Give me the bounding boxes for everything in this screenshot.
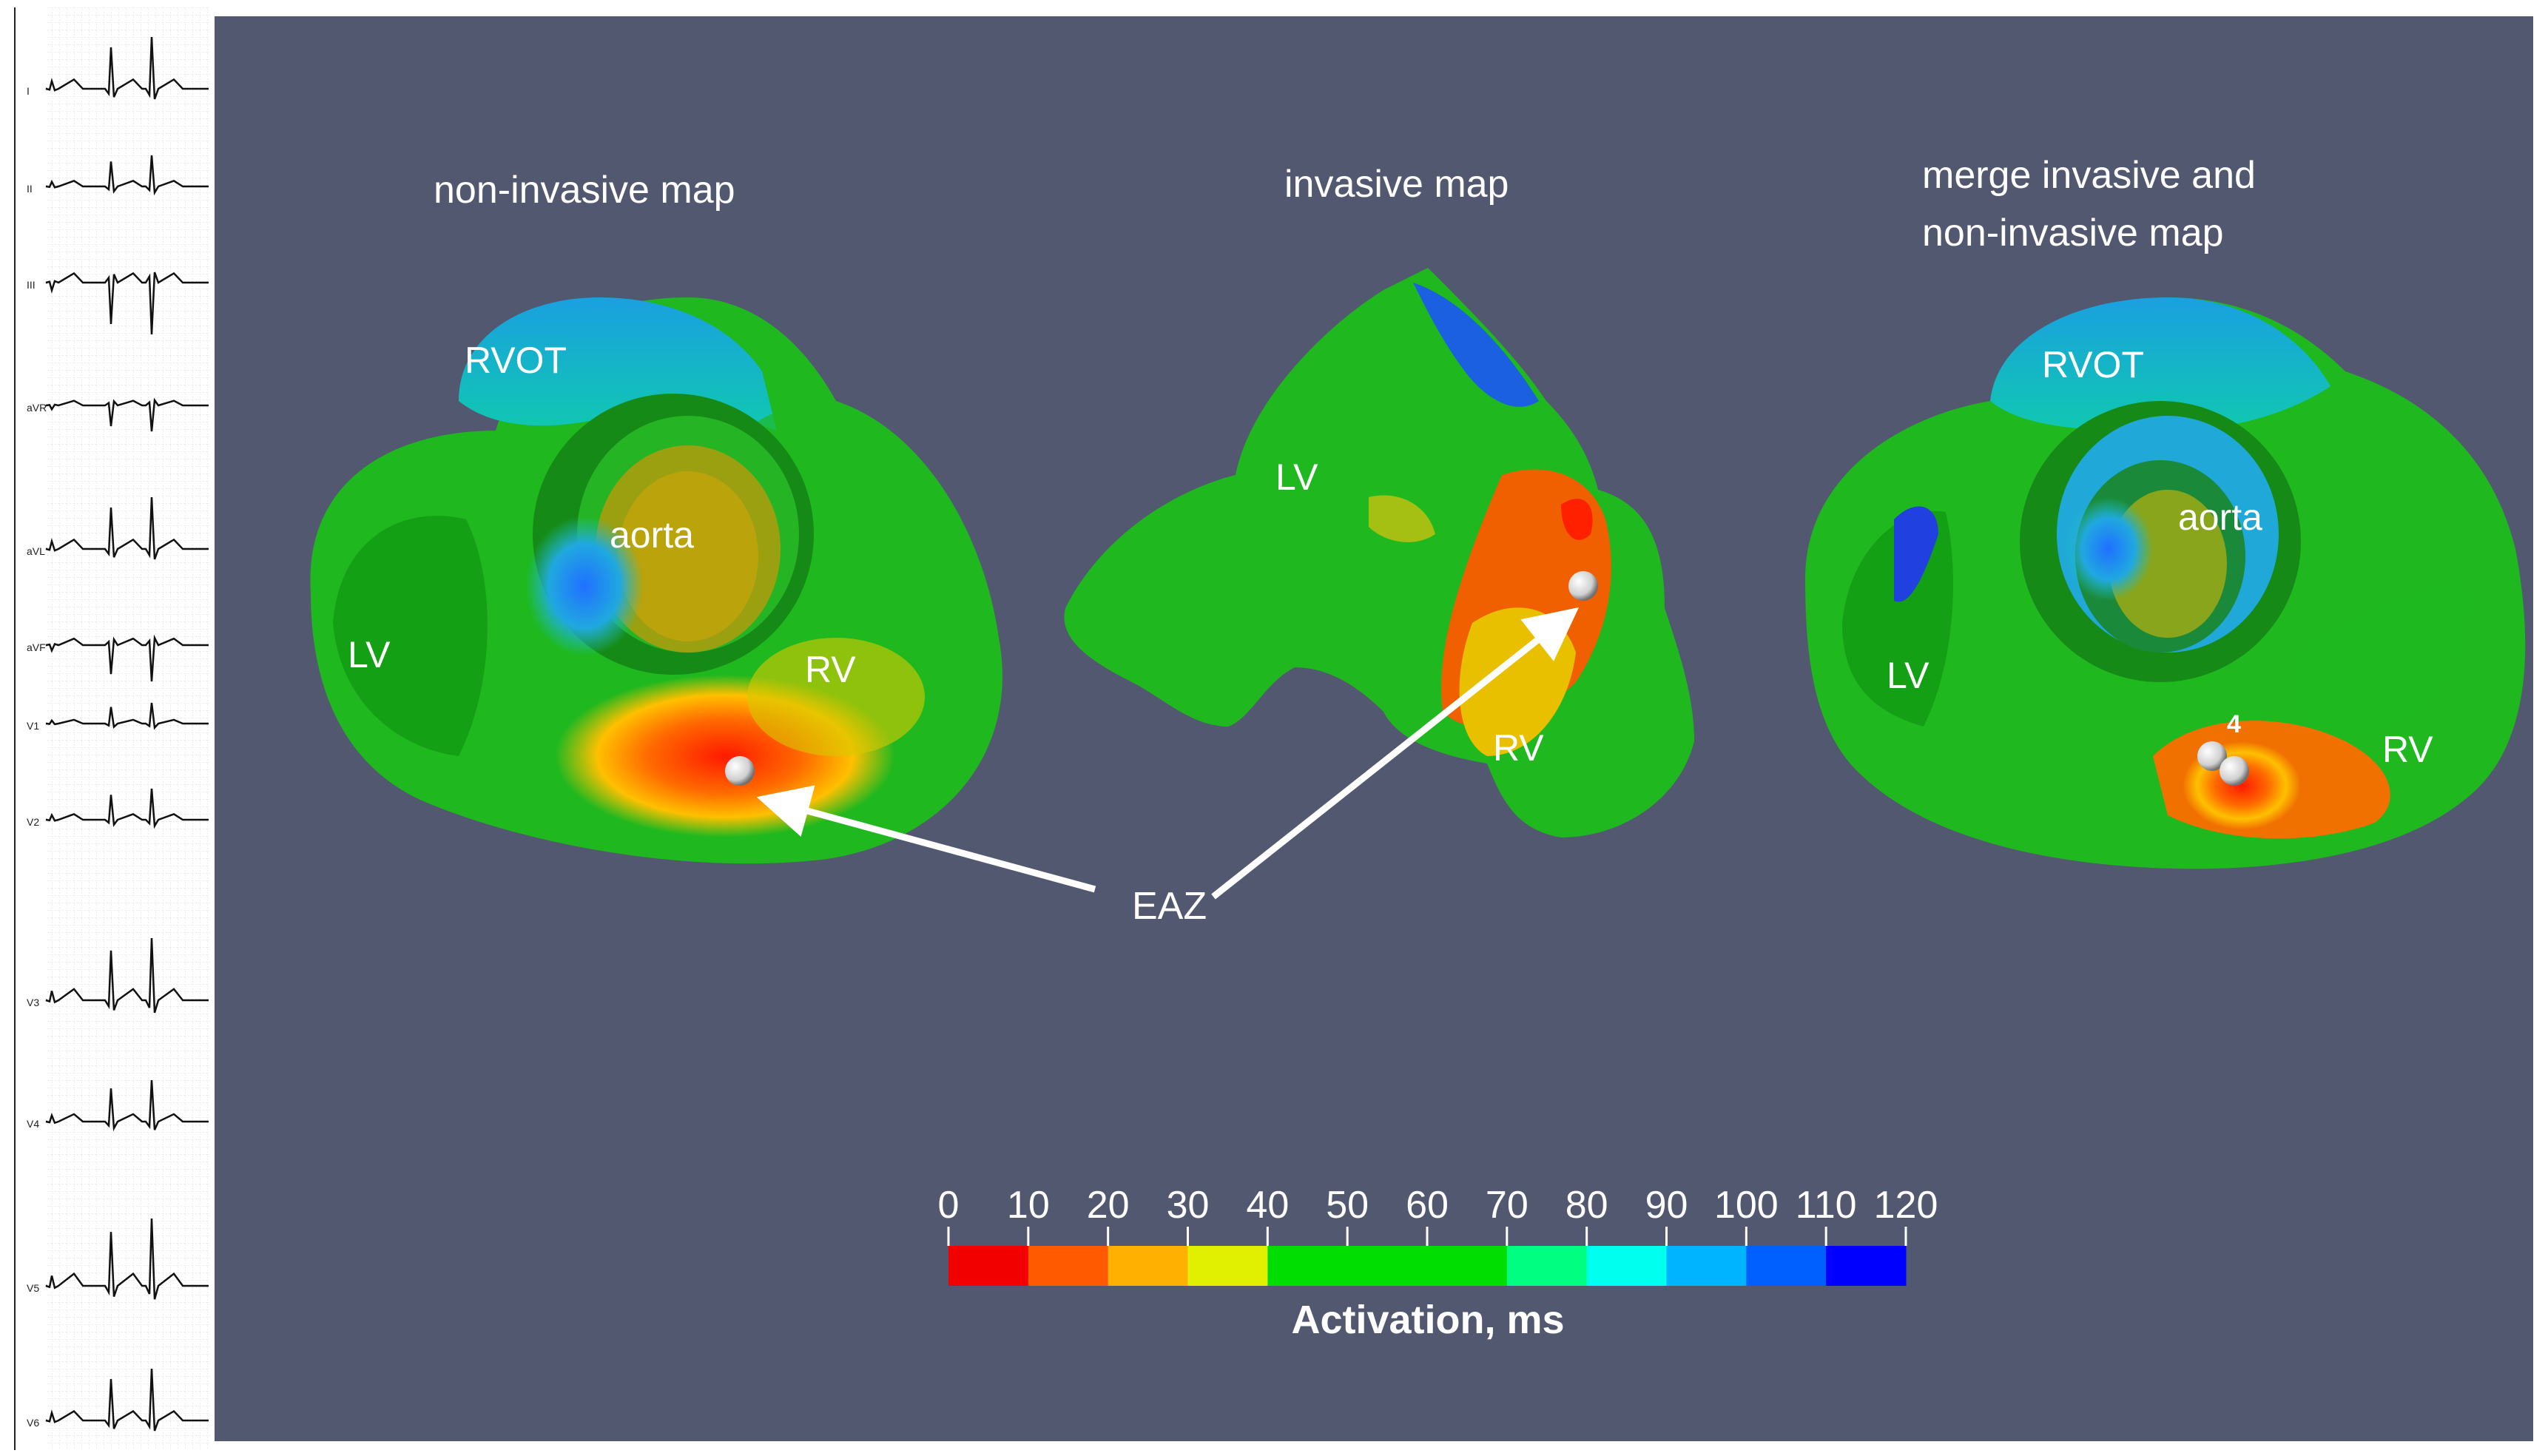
ecg-trace [45, 272, 209, 335]
merge-label-rv: RV [2382, 729, 2433, 770]
colorbar-tick-label: 50 [1326, 1184, 1369, 1227]
merge-marker-ball-1 [2197, 741, 2227, 771]
merge-title-line2: non-invasive map [1922, 212, 2224, 255]
colorbar-tick-label: 10 [1007, 1184, 1050, 1227]
colorbar-tick-label: 100 [1714, 1184, 1779, 1227]
ecg-lead-label: V2 [27, 816, 39, 828]
colorbar-segment [1746, 1246, 1827, 1286]
ecg-lead-label: aVF [27, 641, 46, 653]
colorbar-tick-label: 40 [1246, 1184, 1289, 1227]
noninvasive-label-rvot: RVOT [465, 340, 567, 381]
ecg-lead-label: V3 [27, 997, 39, 1008]
noninvasive-title: non-invasive map [434, 169, 735, 212]
colorbar-tick-label: 70 [1486, 1184, 1529, 1227]
merge-label-aorta: aorta [2178, 496, 2262, 538]
merge-label-rvot: RVOT [2042, 344, 2144, 385]
colorbar-tick-label: 110 [1796, 1184, 1857, 1227]
eaz-arrow-right [1211, 607, 1580, 900]
ecg-trace [45, 702, 209, 730]
colorbar-segment [1347, 1246, 1428, 1286]
noninvasive-label-aorta: aorta [610, 514, 694, 556]
noninvasive-heart [310, 297, 1002, 864]
map-stage: non-invasive map invasive map merge inva… [215, 16, 2533, 1441]
ecg-lead-label: V4 [27, 1118, 39, 1130]
colorbar-tick-label: 0 [938, 1184, 960, 1227]
ecg-trace [45, 36, 209, 100]
colorbar: 0 10 20 30 40 50 60 70 80 90 100 110 120 [938, 1184, 1938, 1286]
colorbar-segment [1666, 1246, 1747, 1286]
noninvasive-label-lv: LV [348, 634, 391, 675]
colorbar-tick-label: 120 [1874, 1184, 1938, 1227]
colorbar-tick-label: 60 [1406, 1184, 1449, 1227]
ecg-lead-label: V1 [27, 720, 39, 732]
ecg-trace [45, 397, 209, 432]
ecg-trace [45, 1368, 209, 1432]
invasive-heart [1064, 268, 1694, 837]
colorbar-segment [1028, 1246, 1109, 1286]
invasive-label-rv: RV [1493, 727, 1544, 769]
ecg-trace [45, 937, 209, 1014]
colorbar-segment [1586, 1246, 1667, 1286]
colorbar-tick-label: 20 [1087, 1184, 1130, 1227]
invasive-title: invasive map [1284, 163, 1509, 206]
noninvasive-eaz-marker [725, 756, 755, 786]
ecg-lead-label: aVL [27, 545, 45, 557]
eaz-arrow-left [756, 785, 1096, 893]
colorbar-segment [948, 1246, 1029, 1286]
ecg-lead-label: I [27, 85, 30, 97]
merge-heart [1805, 297, 2526, 869]
colorbar-segment [1427, 1246, 1508, 1286]
noninvasive-label-rv: RV [805, 649, 856, 690]
ecg-trace [45, 1218, 209, 1300]
colorbar-tick-label: 80 [1565, 1184, 1608, 1227]
colorbar-tick-label: 30 [1167, 1184, 1210, 1227]
colorbar-segment [1187, 1246, 1268, 1286]
colorbar-segment [1826, 1246, 1907, 1286]
colorbar-title: Activation, ms [1291, 1298, 1564, 1342]
colorbar-segment [1108, 1246, 1188, 1286]
colorbar-tick-label: 90 [1645, 1184, 1688, 1227]
invasive-label-lv: LV [1275, 456, 1318, 498]
ecg-lead-label: aVR [27, 402, 47, 414]
ecg-trace [45, 1079, 209, 1132]
eaz-label: EAZ [1132, 885, 1207, 928]
ecg-trace [45, 788, 209, 829]
colorbar-segment [1267, 1246, 1348, 1286]
merge-title-line1: merge invasive and [1922, 154, 2256, 197]
ecg-trace [45, 155, 209, 196]
ecg-lead-label: V5 [27, 1282, 39, 1294]
invasive-eaz-marker [1568, 571, 1598, 601]
merge-label-marker: 4 [2227, 710, 2241, 738]
merge-marker-ball-2 [2220, 756, 2249, 786]
ecg-lead-label: III [27, 279, 36, 291]
colorbar-segment [1506, 1246, 1588, 1286]
ecg-trace [45, 496, 209, 560]
ecg-lead-label: II [27, 183, 33, 195]
ecg-lead-label: V6 [27, 1417, 39, 1429]
merge-label-lv: LV [1887, 655, 1929, 696]
ecg-trace [45, 634, 209, 682]
